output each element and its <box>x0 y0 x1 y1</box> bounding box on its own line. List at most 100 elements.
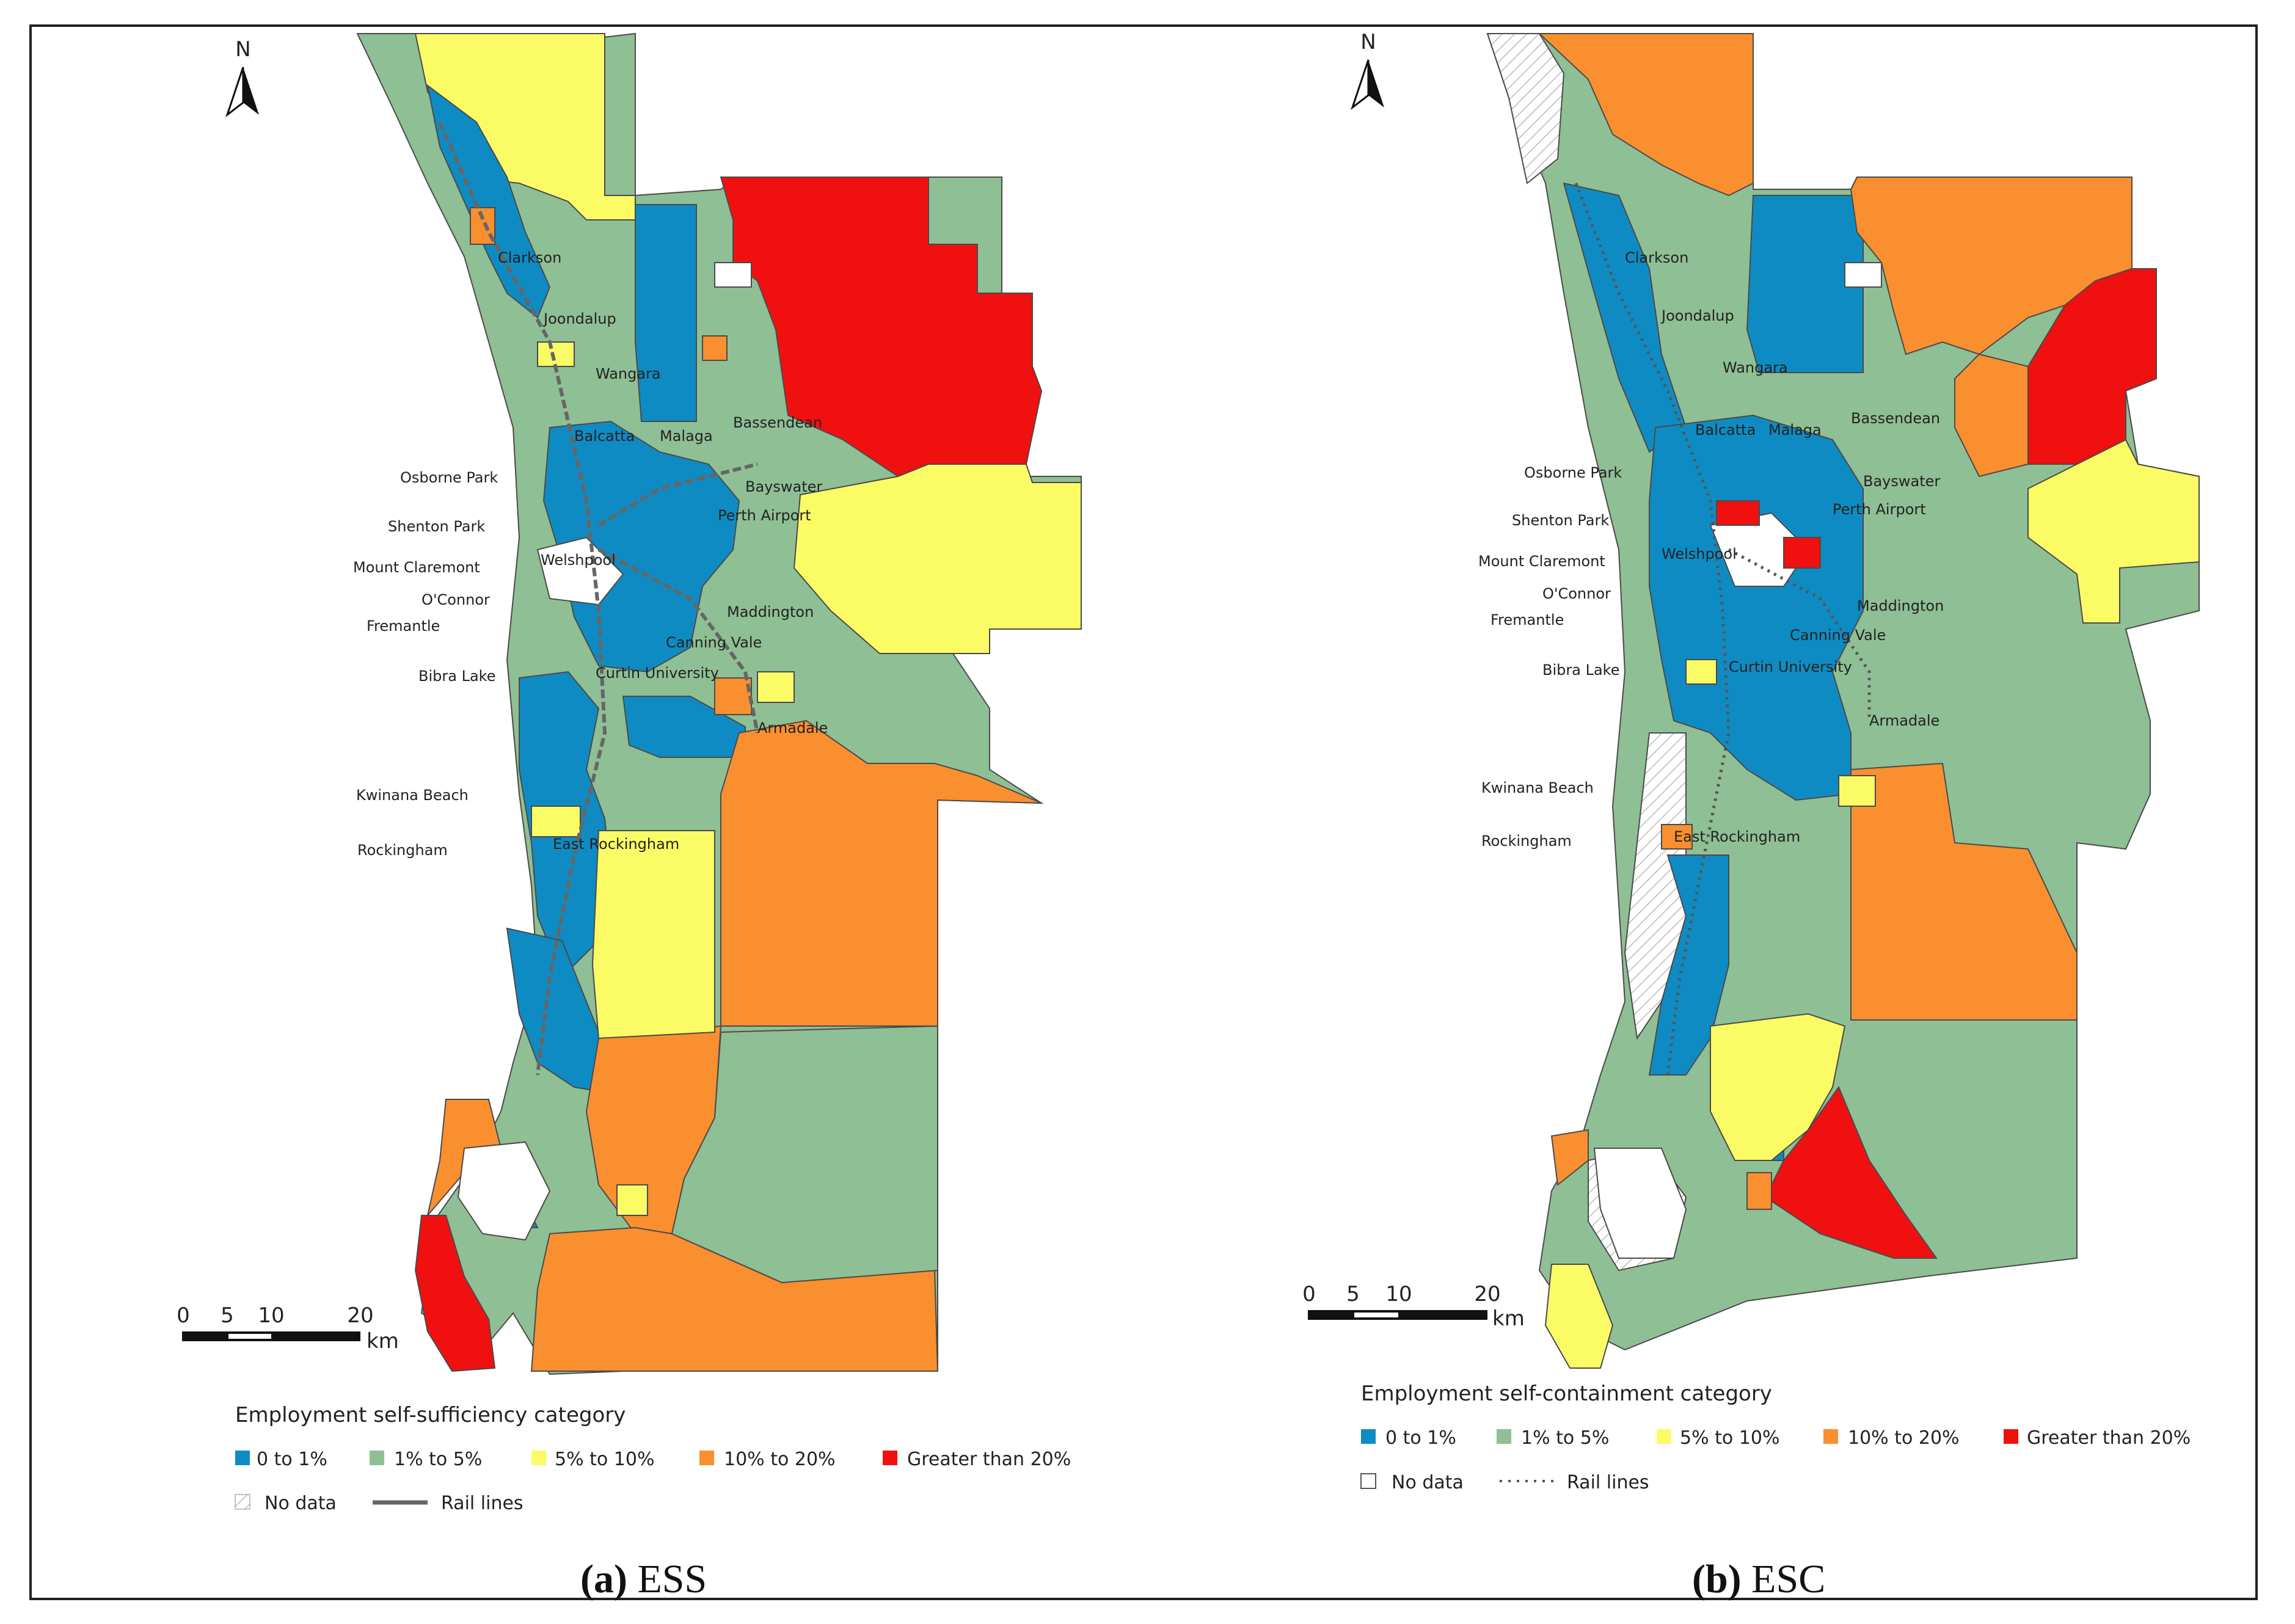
place-label: Bibra Lake <box>1542 661 1619 679</box>
rail-line-ne <box>597 462 758 527</box>
region-orange-sw <box>1550 1129 1589 1186</box>
place-label: Joondalup <box>542 310 616 327</box>
legend-b: Employment self-containment category 0 t… <box>1360 1382 2191 1493</box>
place-label: Curtin University <box>1729 658 1852 675</box>
patch-yellow-3 <box>531 806 581 837</box>
region-orange-se <box>720 719 1042 1027</box>
legend-label: 5% to 10% <box>1680 1427 1779 1449</box>
place-label: Perth Airport <box>718 507 811 524</box>
place-label: Maddington <box>1857 597 1944 614</box>
region-blue-central <box>1649 414 1864 801</box>
place-labels: Clarkson Joondalup Wangara Balcatta Mala… <box>1478 249 1944 850</box>
patch-orange-s <box>1746 1172 1772 1210</box>
legend-a: Employment self-sufficiency category 0 t… <box>235 1403 1071 1514</box>
north-arrow-icon: N <box>225 37 259 118</box>
scale-tick-label: 20 <box>347 1303 373 1328</box>
place-label: Clarkson <box>1625 249 1688 266</box>
region-white-lake <box>1593 1148 1687 1259</box>
place-label: Welshpool <box>1662 545 1737 563</box>
place-label: Bassendean <box>733 414 822 431</box>
place-label: Kwinana Beach <box>1481 779 1594 796</box>
place-label: Rockingham <box>1481 832 1572 850</box>
place-label: O'Connor <box>1542 585 1611 602</box>
place-label: Perth Airport <box>1833 501 1926 518</box>
region-blue-sw <box>1648 854 1729 1076</box>
region-red-s <box>414 1215 496 1372</box>
region-orange-nw <box>1538 33 1754 197</box>
rail-line <box>438 121 607 1076</box>
patch-white-1 <box>1844 262 1882 288</box>
place-label: Joondalup <box>1660 307 1734 324</box>
place-label: O'Connor <box>421 591 490 608</box>
scale-tick-label: 0 <box>177 1303 190 1328</box>
scale-unit: km <box>1492 1306 1525 1331</box>
place-label: Mount Claremont <box>1478 553 1605 570</box>
patch-red-1 <box>1716 500 1760 526</box>
place-label: Clarkson <box>498 249 561 266</box>
region-orange-e <box>1954 353 2029 478</box>
place-label: Maddington <box>727 603 814 621</box>
legend-label: 10% to 20% <box>1848 1427 1960 1449</box>
place-label: Bassendean <box>1851 410 1940 427</box>
legend-label: No data <box>265 1493 337 1514</box>
place-label: Kwinana Beach <box>356 787 469 804</box>
scale-bar: 0 5 10 20 km <box>177 1303 399 1353</box>
region-blue-n2 <box>635 204 697 422</box>
place-label: Armadale <box>1869 712 1939 729</box>
patch-yellow-2 <box>1838 775 1876 807</box>
region-green-se <box>671 1025 938 1284</box>
place-labels: Clarkson Joondalup Wangara Balcatta Mala… <box>353 249 828 859</box>
caption-b: (b) ESC <box>1692 1556 1825 1603</box>
caption-a: (a) ESS <box>580 1556 707 1603</box>
region-yellow-e <box>2027 439 2200 624</box>
place-label: Balcatta <box>1695 421 1756 439</box>
legend-label: Rail lines <box>441 1493 524 1514</box>
legend-label: 1% to 5% <box>394 1449 482 1470</box>
scale-unit: km <box>367 1329 399 1353</box>
place-label: Wangara <box>1723 359 1788 376</box>
region-orange-s <box>530 1226 939 1372</box>
place-label: Malaga <box>660 428 713 445</box>
region-nodata-n <box>1486 33 1565 184</box>
place-label: Shenton Park <box>1512 512 1609 529</box>
scale-tick-label: 10 <box>258 1303 284 1328</box>
patch-orange-2 <box>714 677 752 715</box>
north-label: N <box>1360 30 1376 54</box>
place-label: Wangara <box>596 365 661 382</box>
caption-b-text: ESC <box>1751 1557 1826 1601</box>
place-label: Fremantle <box>1490 611 1564 628</box>
legend-label: Rail lines <box>1567 1472 1649 1493</box>
place-label: Canning Vale <box>666 634 762 651</box>
region-yellow-e <box>793 464 1082 654</box>
place-label: Armadale <box>757 719 828 737</box>
patch-orange-1 <box>702 335 728 361</box>
rail-line-east <box>1728 548 1871 721</box>
place-label: Mount Claremont <box>353 559 480 576</box>
patch-yellow-1 <box>537 341 575 367</box>
place-label: East Rockingham <box>1674 828 1800 845</box>
patch-yellow-4 <box>616 1184 648 1216</box>
scale-tick-label: 10 <box>1385 1282 1412 1306</box>
rail-line-east <box>597 548 759 734</box>
place-label: Bayswater <box>745 478 822 495</box>
legend-title: Employment self-containment category <box>1361 1382 1772 1406</box>
place-label: Shenton Park <box>388 518 485 535</box>
place-label: Fremantle <box>367 617 440 635</box>
place-label: Bibra Lake <box>418 668 495 685</box>
scale-tick-label: 0 <box>1302 1282 1316 1306</box>
place-label: Welshpool <box>541 552 616 569</box>
region-white-river <box>536 536 624 606</box>
region-red-s <box>1764 1085 1938 1259</box>
legend-label: No data <box>1392 1472 1464 1493</box>
legend-label: 0 to 1% <box>257 1449 327 1470</box>
place-label: Malaga <box>1768 421 1822 439</box>
patch-yellow-2 <box>757 671 795 703</box>
region-orange-ne <box>1850 177 2133 355</box>
place-label: Osborne Park <box>400 469 498 486</box>
region-yellow-s <box>591 830 715 1040</box>
region-blue-n <box>1746 195 1864 373</box>
legend-label: 10% to 20% <box>724 1449 836 1470</box>
place-label: Canning Vale <box>1790 627 1886 644</box>
legend-label: 0 to 1% <box>1385 1427 1456 1449</box>
